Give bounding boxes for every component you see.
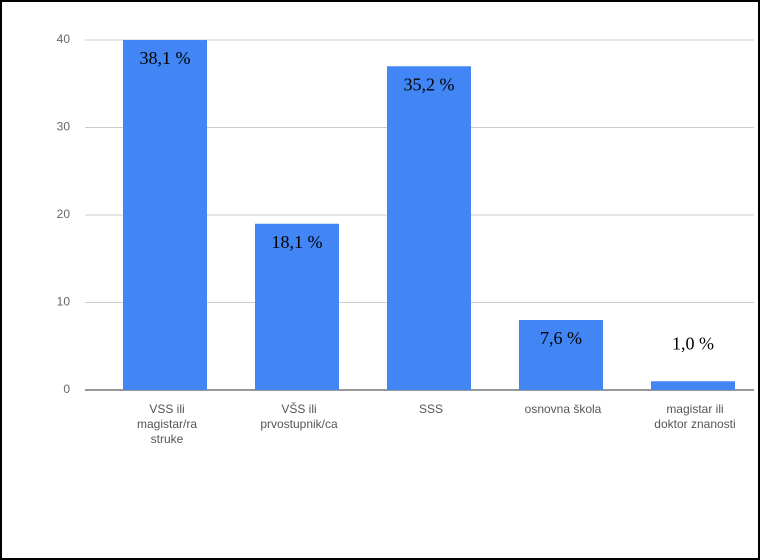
bar-annotation: 7,6 %	[540, 328, 582, 348]
y-tick-label: 0	[63, 382, 70, 396]
bar	[123, 40, 207, 390]
bar	[387, 66, 471, 390]
y-tick-label: 30	[57, 120, 71, 134]
bar	[651, 381, 735, 390]
bar	[519, 320, 603, 390]
y-tick-label: 20	[57, 207, 71, 221]
bar-annotation: 35,2 %	[404, 74, 455, 94]
bar-annotation: 1,0 %	[672, 333, 714, 353]
y-tick-label: 10	[57, 295, 71, 309]
bar-annotation: 18,1 %	[272, 232, 323, 252]
x-tick-label: magistar ili doktor znanosti	[654, 402, 736, 431]
x-tick-label: VŠS ili prvostupnik/ca	[260, 402, 338, 431]
x-tick-label: osnovna škola	[524, 402, 602, 416]
bar	[255, 223, 339, 390]
bar-annotation: 38,1 %	[140, 48, 191, 68]
y-tick-label: 40	[57, 32, 71, 46]
x-tick-label: VSS ili magistar/ra struke	[136, 402, 198, 446]
x-tick-label: SSS	[418, 402, 443, 416]
